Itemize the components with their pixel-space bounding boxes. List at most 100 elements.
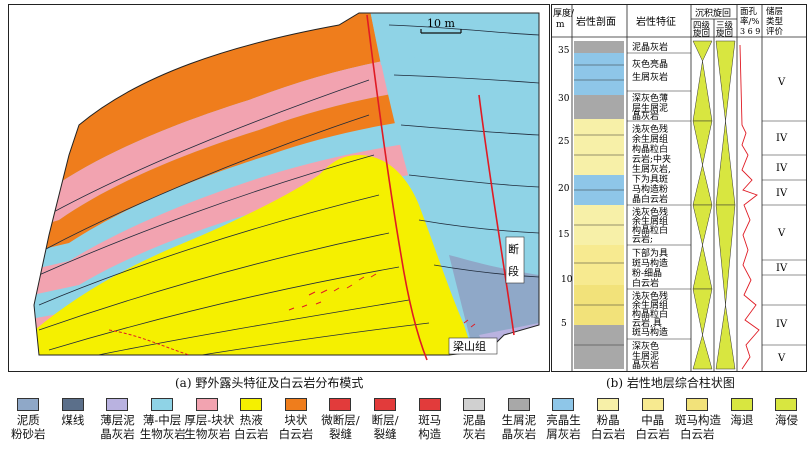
eval-3: IV bbox=[776, 188, 788, 199]
depth-tick-35: 35 bbox=[558, 46, 570, 56]
legend-label: 粉砂岩 bbox=[11, 427, 46, 441]
legend-item: 泥质 粉砂岩 bbox=[6, 398, 51, 441]
legend-item: 斑马构造 白云岩 bbox=[675, 398, 721, 441]
eval-0: V bbox=[777, 77, 786, 88]
legend-label: 白云岩 bbox=[635, 427, 670, 441]
feature-7-line-2: 晶灰岩 bbox=[632, 359, 659, 371]
feature-3-line-2: 构晶粒白 bbox=[632, 143, 668, 155]
legend-label: 构造 bbox=[418, 427, 442, 441]
feature-1-line-1: 生屑灰岩 bbox=[632, 71, 668, 83]
header-eval-b: 类型 bbox=[766, 16, 784, 27]
legend-item: 薄层泥 晶灰岩 bbox=[95, 398, 140, 441]
regression-icon bbox=[730, 398, 753, 411]
feature-4-line-2: 构晶粒白 bbox=[632, 224, 668, 236]
legend-label: 热液 bbox=[239, 413, 263, 427]
legend-label: 泥质 bbox=[16, 413, 40, 427]
legend-item: 亮晶生 屑灰岩 bbox=[541, 398, 586, 441]
powder-dolomite-swatch bbox=[597, 398, 620, 411]
legend-label: 灰岩 bbox=[462, 427, 486, 441]
scale-label: 10 m bbox=[427, 17, 455, 30]
caption-panel-b: (b) 岩性地层综合柱状图 bbox=[606, 376, 735, 390]
micrite-swatch bbox=[463, 398, 486, 411]
legend-label: 块状 bbox=[284, 413, 308, 427]
legend-label: 白云岩 bbox=[680, 427, 715, 441]
feature-4-line-0: 浅灰色残 bbox=[632, 206, 668, 218]
header-eval-a: 储层 bbox=[766, 6, 783, 17]
sparry-bioclastic-swatch bbox=[552, 398, 575, 411]
depth-tick-20: 20 bbox=[558, 184, 570, 194]
coal-line-swatch bbox=[61, 398, 84, 411]
legend-label: 晶灰岩 bbox=[501, 427, 537, 441]
legend-label: 亮晶生 bbox=[546, 413, 581, 427]
feature-1-line-0: 灰色亮晶 bbox=[632, 58, 668, 70]
legend-label: 海侵 bbox=[774, 413, 798, 427]
header-cycle4-a: 四级 bbox=[693, 20, 711, 31]
feature-5-line-2: 粉-细晶 bbox=[632, 267, 662, 279]
feature-2-line-1: 层生屑泥 bbox=[632, 102, 668, 114]
legend-label: 斑马构造 bbox=[675, 413, 721, 427]
depth-tick-5: 5 bbox=[561, 319, 567, 329]
fourth-order-cycles bbox=[692, 40, 713, 370]
thin-medium-bioclastic-swatch bbox=[151, 398, 174, 411]
legend-label: 裂缝 bbox=[373, 427, 397, 441]
legend-item: 微断层/裂缝 bbox=[318, 398, 363, 441]
feature-4-line-1: 余生屑组 bbox=[632, 215, 668, 227]
stratigraphic-column-panel: 厚度/ m 岩性剖面 岩性特征 沉积旋回 四级 旋回 三级 旋回 面孔 率/% … bbox=[551, 4, 807, 372]
feature-0-line-0: 泥晶灰岩 bbox=[632, 41, 668, 53]
feature-3-line-4: 生屑灰岩, bbox=[632, 163, 671, 175]
eval-2: IV bbox=[776, 163, 788, 174]
legend-label: 生物灰岩 bbox=[139, 427, 186, 441]
legend-item: 生屑泥 晶灰岩 bbox=[497, 398, 542, 441]
thick-bioclastic-swatch bbox=[195, 398, 218, 411]
massive-dolomite-swatch bbox=[284, 398, 307, 411]
feature-5-line-3: 白云岩 bbox=[632, 277, 659, 289]
header-features: 岩性特征 bbox=[636, 15, 676, 28]
formation-label: 梁山组 bbox=[453, 339, 486, 353]
legend-item: 海退 bbox=[720, 398, 765, 427]
feature-4-line-3: 云岩; bbox=[632, 233, 653, 245]
micro-fault-swatch bbox=[329, 398, 352, 411]
depth-axis: 35 30 25 20 15 10 5 bbox=[558, 46, 573, 329]
legend-label: 屑灰岩 bbox=[546, 427, 581, 441]
legend-item: 海侵 bbox=[764, 398, 809, 427]
eval-1: IV bbox=[776, 133, 788, 144]
legend-item: 热液 白云岩 bbox=[229, 398, 274, 441]
outcrop-outline bbox=[33, 12, 540, 356]
zebra-structure-swatch bbox=[418, 398, 441, 411]
legend-label: 煤线 bbox=[61, 413, 85, 427]
header-eval-c: 评价 bbox=[766, 27, 784, 37]
header-thickness-unit: m bbox=[556, 20, 565, 30]
header-thickness: 厚度/ bbox=[553, 7, 575, 19]
header-cycle: 沉积旋回 bbox=[695, 7, 731, 19]
legend-label: 斑马 bbox=[418, 413, 442, 427]
legend-label: 微断层/ bbox=[321, 413, 360, 427]
legend-label: 白云岩 bbox=[590, 427, 626, 441]
feature-texts: 泥晶灰岩 灰色亮晶 生屑灰岩 深灰色薄 层生屑泥 晶灰岩 浅灰色残 余生屑组 构… bbox=[632, 41, 671, 371]
feature-7-line-0: 深灰色 bbox=[632, 340, 659, 352]
legend: 泥质 粉砂岩 煤线 薄层泥 晶灰岩 薄-中层 生物灰岩 厚层-块状 生物灰岩 热液 白云岩 块状 白云岩… bbox=[6, 398, 810, 450]
feature-2-line-0: 深灰色薄 bbox=[632, 92, 668, 104]
outcrop-panel: 10 m 断 段 梁山组 bbox=[8, 4, 550, 372]
depth-tick-15: 15 bbox=[558, 230, 570, 240]
argillaceous-siltstone-swatch bbox=[17, 398, 40, 411]
evaluation-values: V IV IV IV V IV IV V bbox=[776, 77, 788, 364]
feature-3-line-1: 余生屑组 bbox=[632, 133, 668, 145]
feature-6-line-0: 浅灰色残 bbox=[632, 290, 668, 302]
eval-5: IV bbox=[776, 263, 788, 274]
header-cycle4-b: 旋回 bbox=[693, 28, 710, 39]
feature-6-line-1: 余生屑组 bbox=[632, 299, 668, 311]
legend-label: 白云岩 bbox=[234, 427, 269, 441]
feature-6-line-3: 云岩,具 bbox=[632, 317, 662, 329]
header-cycle3-b: 旋回 bbox=[716, 28, 733, 39]
eval-4: V bbox=[777, 228, 786, 239]
legend-label: 中晶 bbox=[641, 413, 665, 427]
transgression-icon bbox=[775, 398, 798, 411]
legend-label: 裂缝 bbox=[328, 427, 352, 441]
caption-panel-a: (a) 野外露头特征及白云岩分布模式 bbox=[175, 376, 364, 390]
header-porosity-a: 面孔 bbox=[740, 7, 758, 17]
micro-fractures bbox=[108, 273, 476, 356]
fault-swatch bbox=[374, 398, 397, 411]
depth-tick-30: 30 bbox=[558, 94, 570, 104]
feature-5-line-1: 斑马构造 bbox=[632, 257, 668, 269]
depth-tick-25: 25 bbox=[558, 137, 570, 147]
